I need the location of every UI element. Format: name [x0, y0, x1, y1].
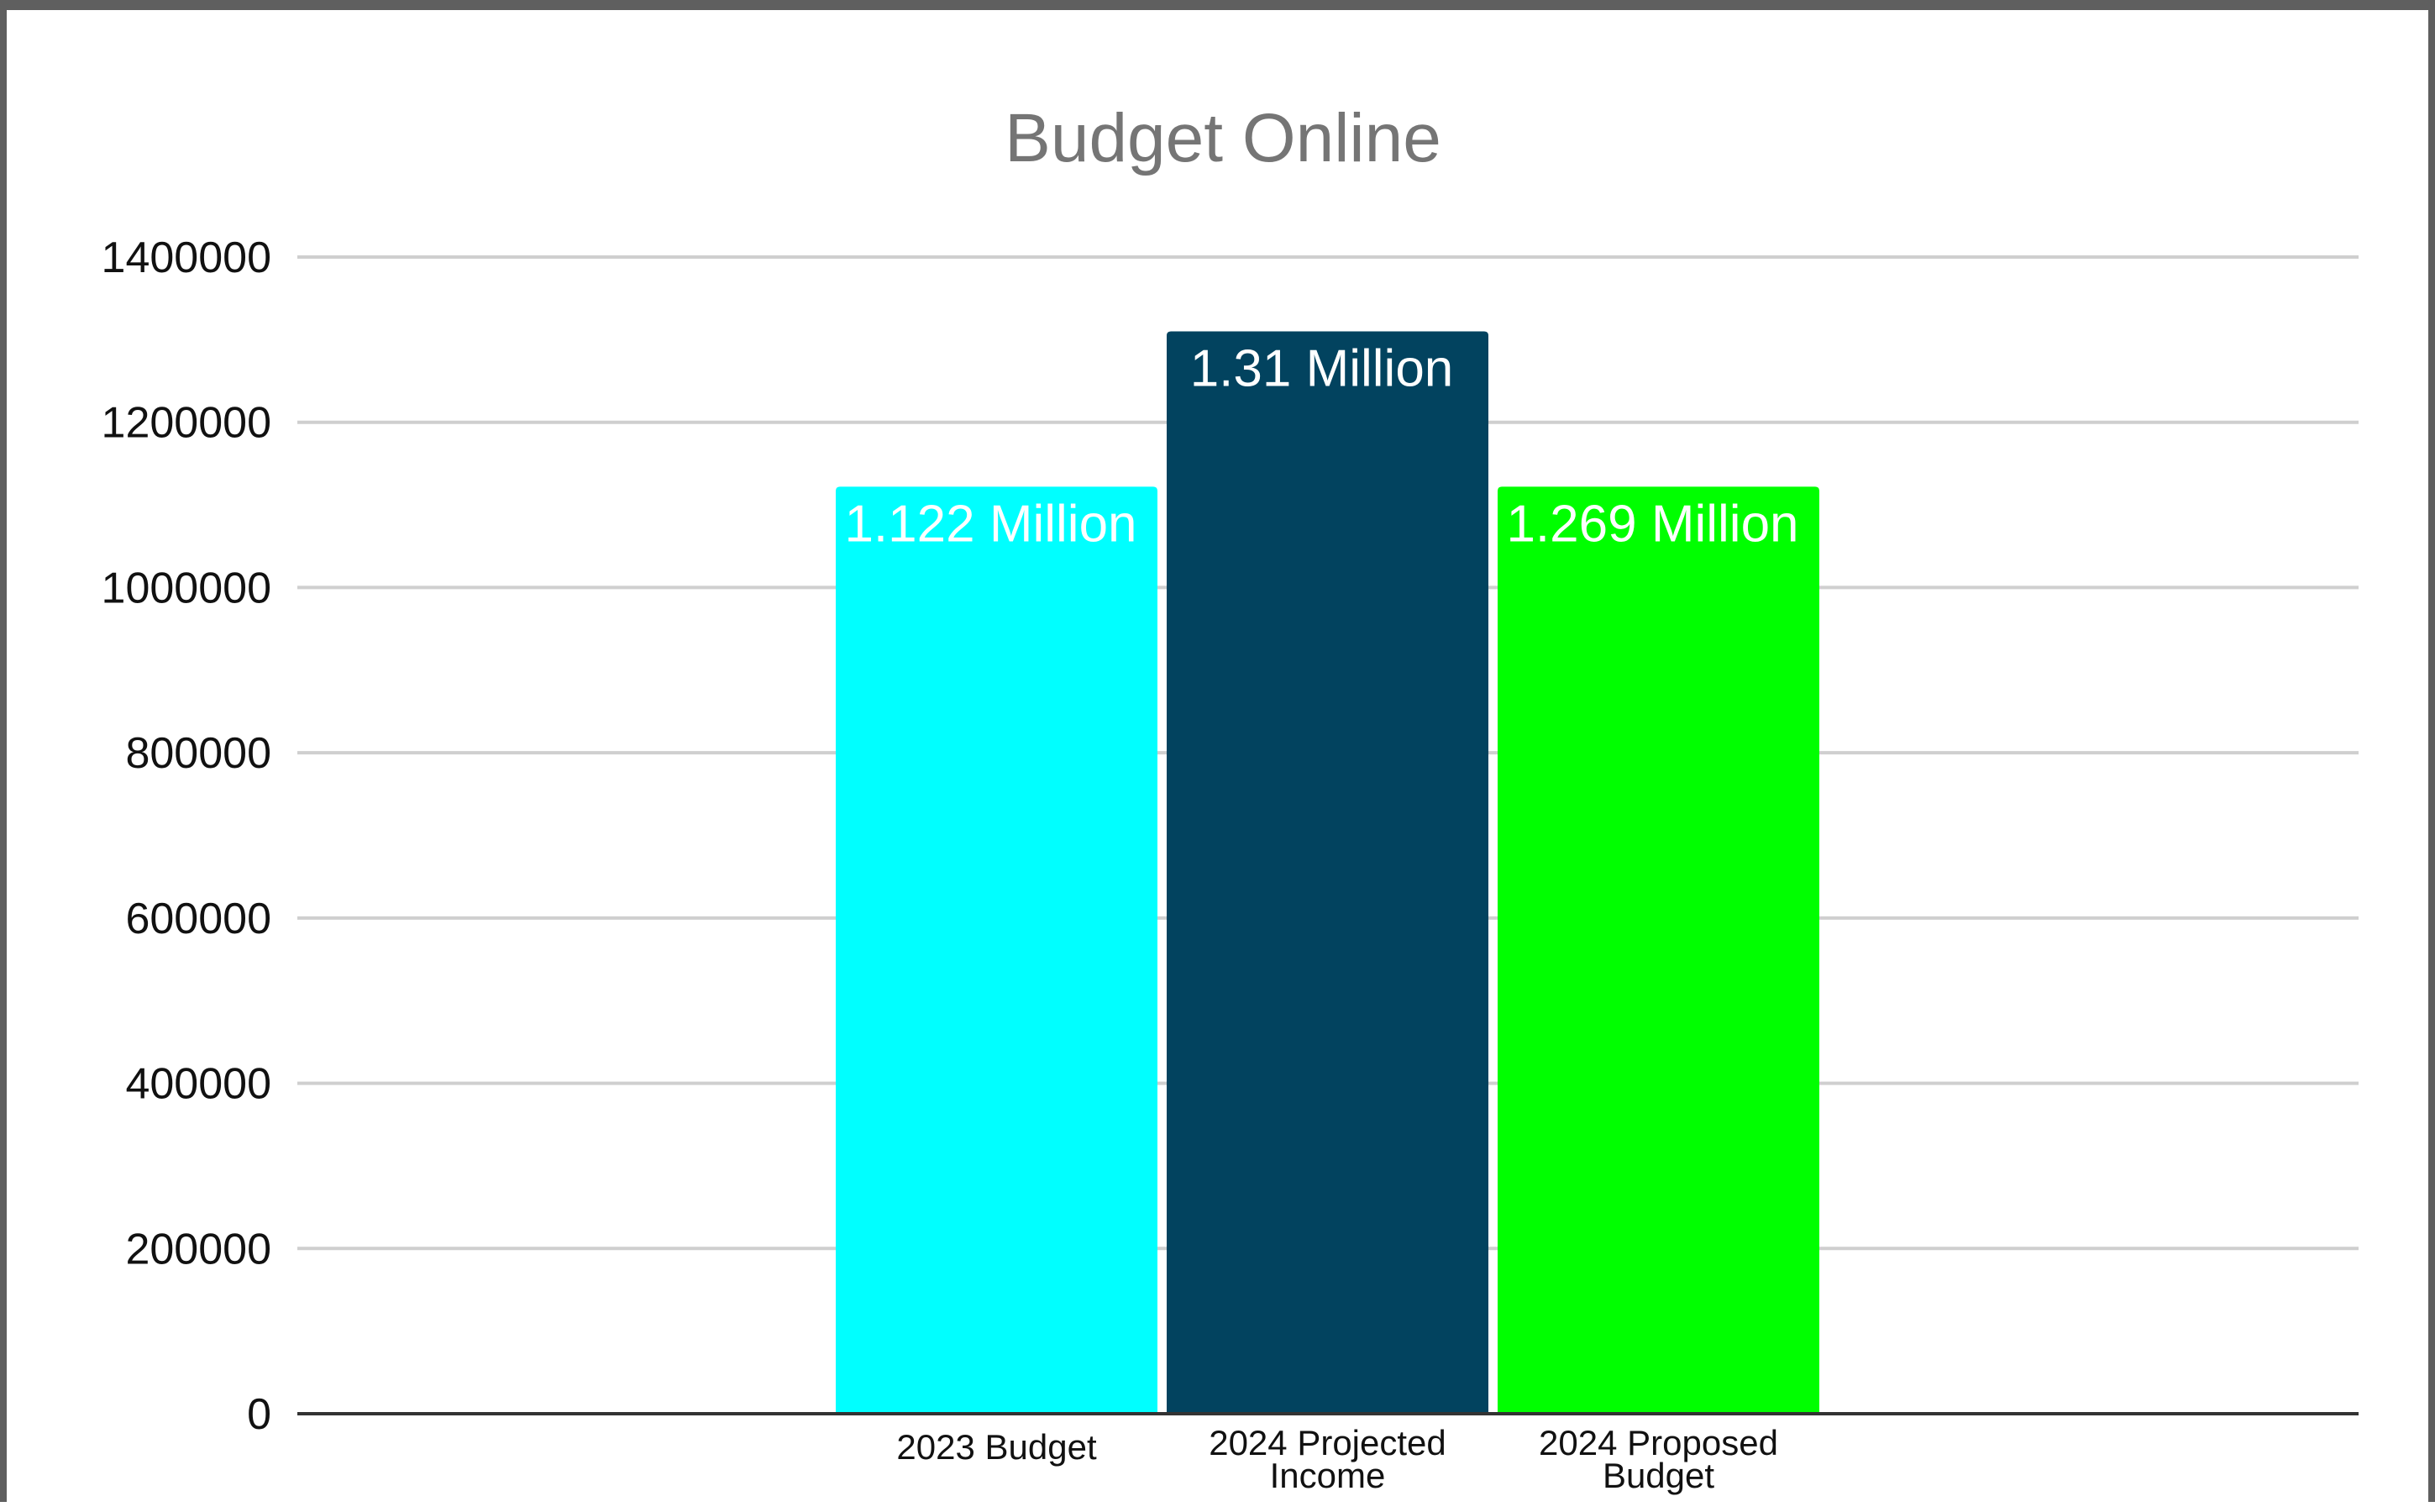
- x-tick-label: 2023 Budget: [896, 1427, 1097, 1467]
- x-axis-labels: 2023 Budget 2024 Projected Income 2024 Prop…: [896, 1423, 1778, 1495]
- data-label: 1.31 Million: [1190, 340, 1454, 398]
- bar-2: [1498, 486, 1819, 1414]
- bars: [836, 331, 1819, 1414]
- y-tick-label: 1400000: [102, 234, 271, 282]
- y-tick-label: 600000: [125, 895, 271, 943]
- chart-title: Budget Online: [1005, 100, 1441, 176]
- y-tick-label: 400000: [125, 1060, 271, 1109]
- y-tick-label: 1000000: [102, 564, 271, 612]
- data-labels: 1.122 Million 1.31 Million 1.269 Million: [844, 340, 1798, 554]
- x-tick-line: 2024 Proposed: [1539, 1423, 1778, 1462]
- y-tick-label: 800000: [125, 729, 271, 778]
- x-tick-line: Income: [1270, 1456, 1386, 1495]
- data-label: 1.269 Million: [1506, 495, 1798, 553]
- y-tick-label: 1200000: [102, 399, 271, 448]
- y-tick-label: 200000: [125, 1225, 271, 1273]
- bar-0: [836, 486, 1157, 1414]
- x-tick-line: Budget: [1603, 1456, 1714, 1495]
- bar-1: [1167, 331, 1488, 1414]
- bar-chart: Budget Online 0 200000 400000 600000 800000 1…: [102, 100, 2359, 1495]
- data-label: 1.122 Million: [844, 495, 1136, 553]
- x-tick-label: 2024 Proposed Budget: [1539, 1423, 1778, 1495]
- y-tick-label: 0: [247, 1390, 271, 1439]
- x-tick-line: 2024 Projected: [1209, 1423, 1446, 1462]
- x-tick-label: 2024 Projected Income: [1209, 1423, 1446, 1495]
- x-tick-line: 2023 Budget: [896, 1427, 1097, 1467]
- y-axis-ticks: 0 200000 400000 600000 800000 1000000 1200000 1…: [102, 234, 271, 1439]
